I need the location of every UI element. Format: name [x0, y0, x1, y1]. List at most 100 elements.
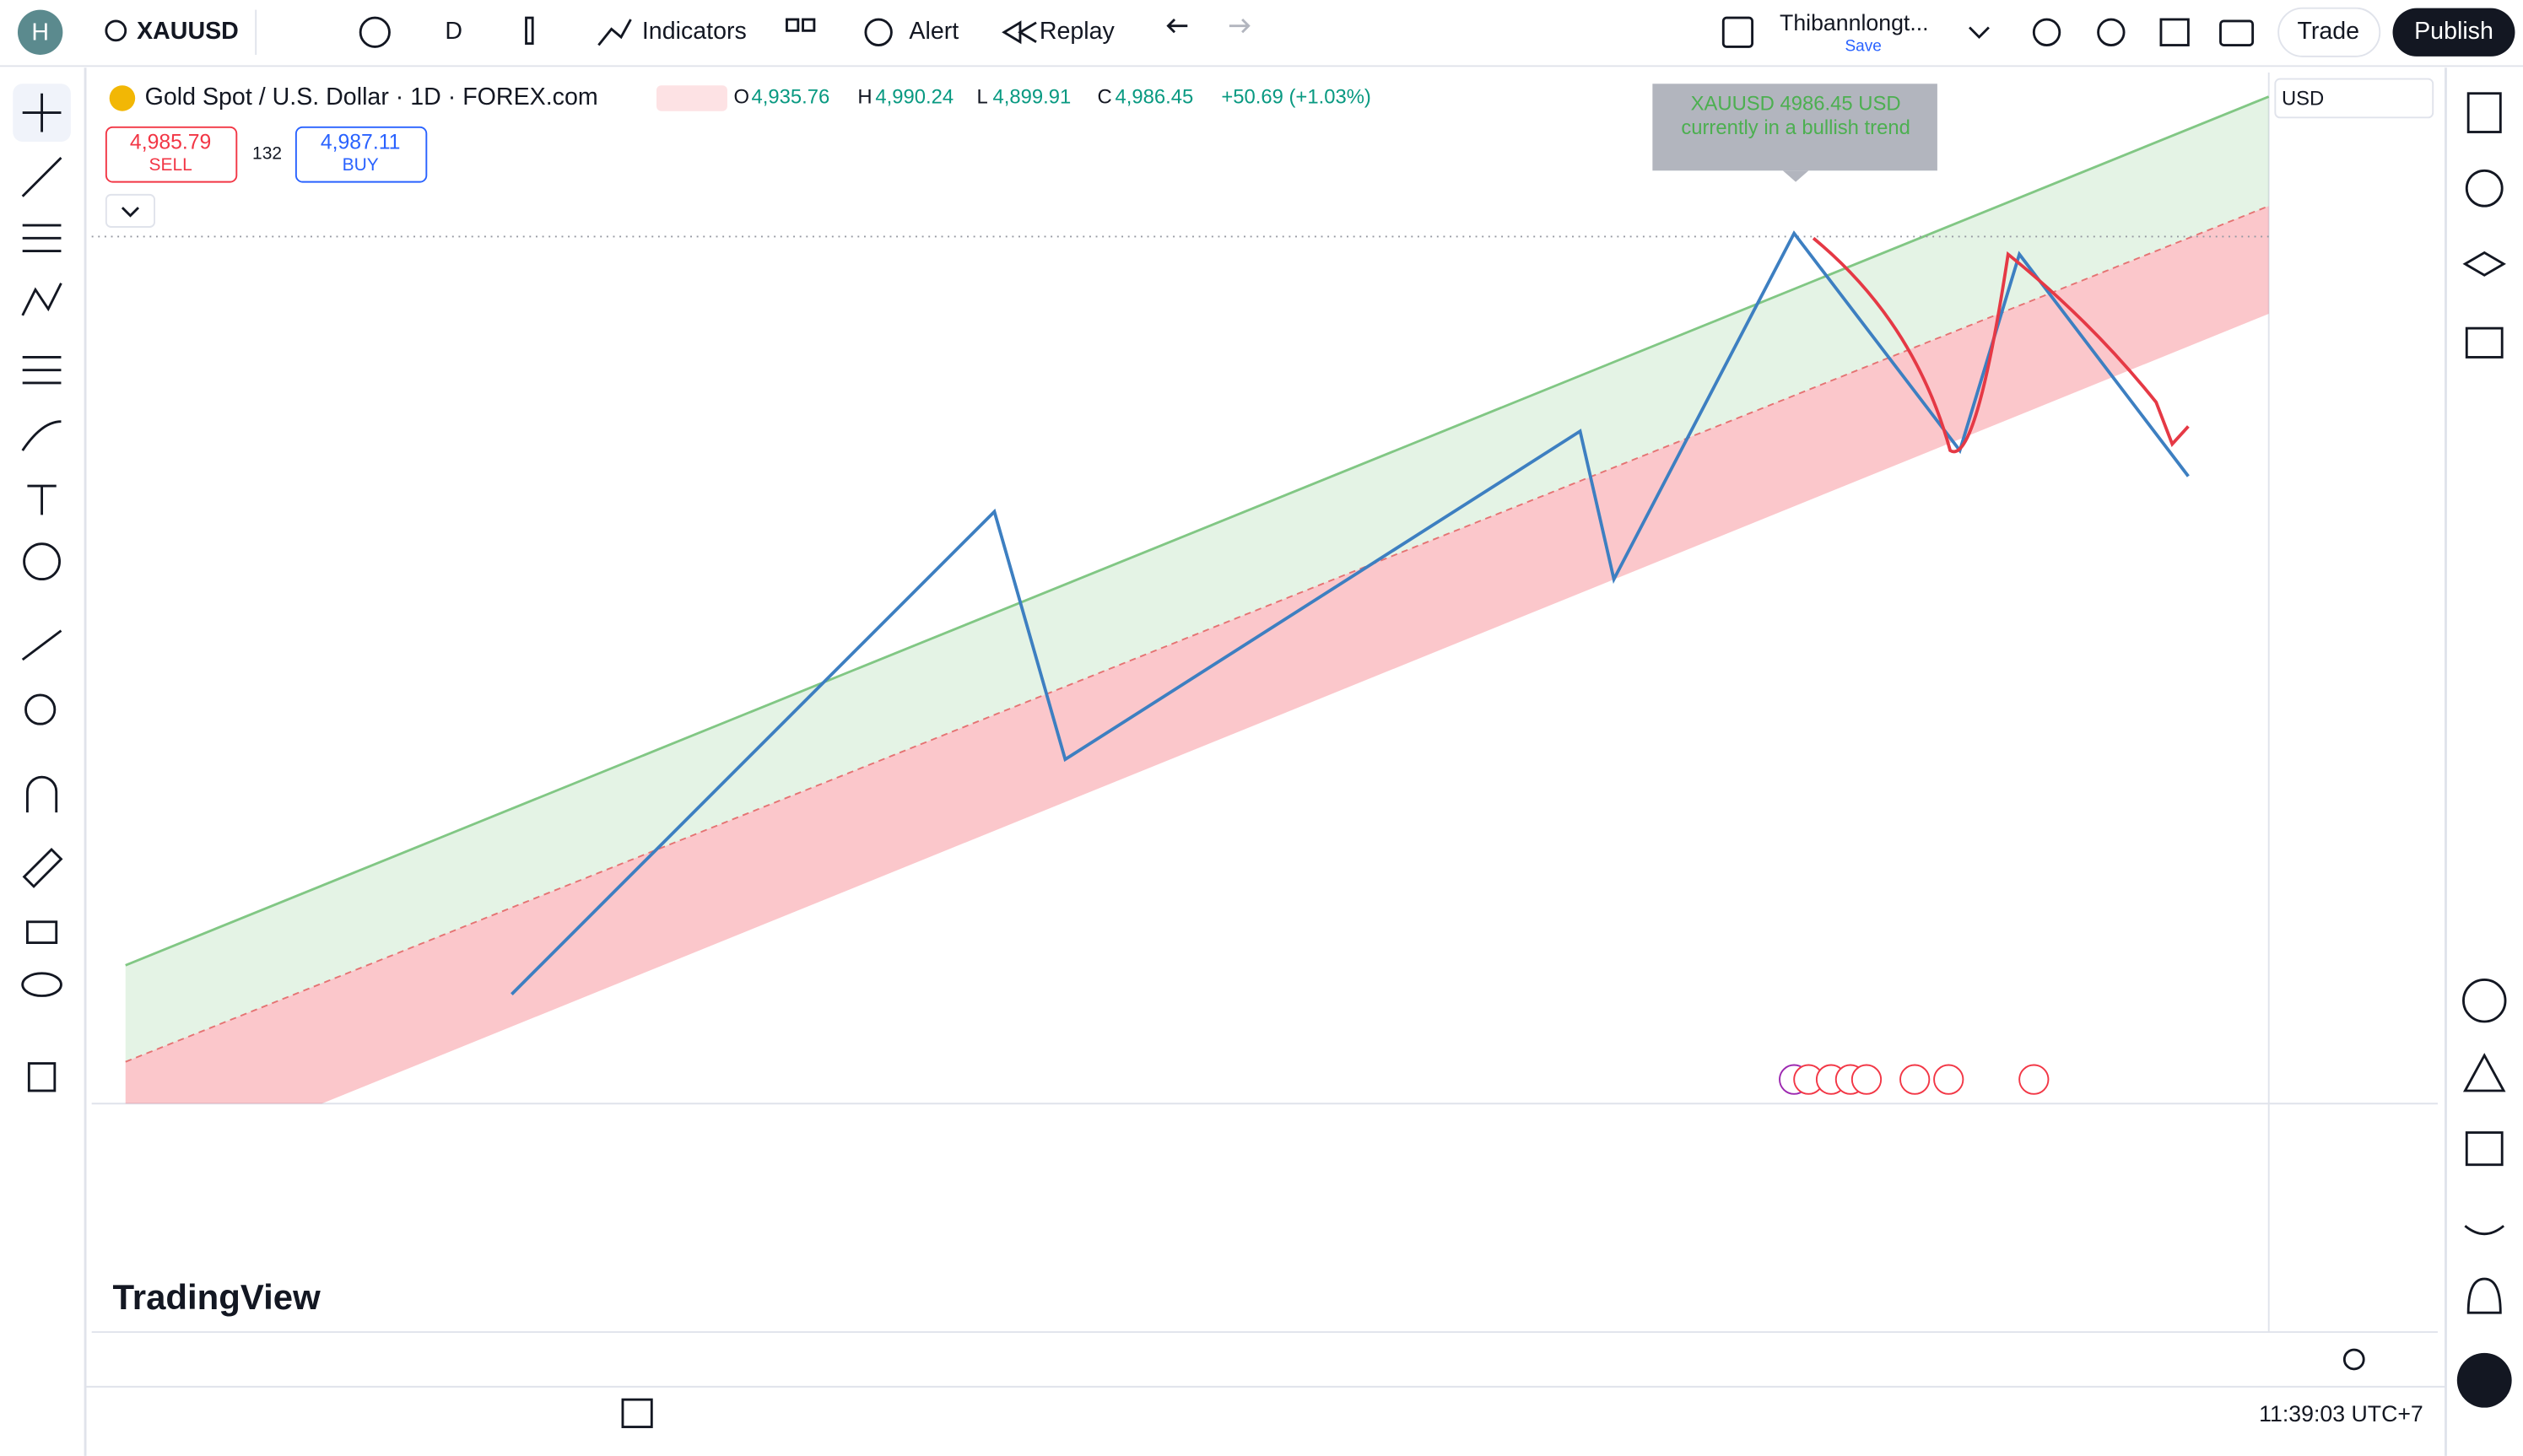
ohlc-value: 4,935.76: [752, 86, 830, 109]
ohlc-value: 4,990.24: [875, 86, 954, 109]
channel-top-line: [125, 95, 2270, 967]
undo[interactable]: [1166, 19, 1188, 34]
candle-icon[interactable]: [525, 16, 534, 46]
legend-toggle[interactable]: [105, 193, 156, 228]
axis-settings[interactable]: [2342, 1348, 2365, 1371]
tooltip-text: currently in a bullish trend: [1681, 116, 1910, 139]
crosshair-tool[interactable]: [22, 93, 62, 132]
add-symbol[interactable]: [359, 16, 391, 48]
channel-lower: [125, 206, 2269, 1104]
symbol[interactable]: XAUUSD: [137, 18, 239, 45]
dropdown[interactable]: [1969, 26, 1990, 40]
magnet-tool[interactable]: [25, 775, 58, 813]
trade-label: Trade: [2297, 18, 2359, 45]
event: [1899, 1064, 1931, 1095]
chat[interactable]: [2465, 326, 2504, 359]
sell-price: 4,985.79: [130, 131, 211, 154]
watermark: TradingView: [112, 1277, 321, 1317]
chevron: [121, 207, 140, 218]
ideas[interactable]: [2462, 1053, 2506, 1092]
quick-search[interactable]: [2032, 18, 2061, 46]
target[interactable]: [2462, 978, 2507, 1023]
elliott-wave: [511, 230, 2190, 995]
ohlc-value: 4,899.91: [993, 86, 1072, 109]
settings[interactable]: [2097, 18, 2126, 46]
ohlc-key: H: [857, 86, 872, 109]
buy-price: 4,987.11: [321, 131, 401, 154]
alert-icon: [864, 18, 893, 46]
layout-icon: [802, 18, 816, 32]
lock-tool[interactable]: [25, 920, 58, 944]
symbol-icon: [109, 85, 136, 111]
trash-tool[interactable]: [27, 1062, 57, 1092]
fullscreen[interactable]: [2159, 18, 2190, 46]
layers[interactable]: [2462, 251, 2506, 277]
signals[interactable]: [2464, 1225, 2505, 1236]
draw-mode[interactable]: [22, 847, 63, 888]
currency-select[interactable]: [2274, 78, 2434, 119]
emoji-tool[interactable]: [23, 542, 61, 581]
sell-label: SELL: [149, 155, 192, 175]
sell-button[interactable]: [105, 126, 238, 183]
visibility-tool[interactable]: [21, 972, 62, 997]
layout-checkbox[interactable]: [1721, 16, 1754, 48]
event: [1933, 1064, 1964, 1095]
search-icon: [105, 19, 127, 42]
tooltip-arrow: [1782, 170, 1809, 182]
status-badge: [656, 85, 727, 111]
clock: 11:39:03 UTC+7: [2259, 1401, 2423, 1426]
top-toolbar: H XAUUSD D Indicators Alert Replay Thiba…: [0, 7, 2523, 67]
event-icons: [1779, 1064, 2050, 1095]
snapshot[interactable]: [2219, 19, 2255, 46]
ohlc-change: +50.69 (+1.03%): [1221, 86, 1371, 109]
watchlist[interactable]: [2466, 92, 2502, 133]
alert-button[interactable]: Alert: [909, 18, 959, 45]
channel-tool[interactable]: [22, 224, 62, 253]
line-tool[interactable]: [21, 156, 62, 197]
zoom-tool[interactable]: [24, 693, 57, 725]
indicator-icon: [597, 19, 632, 46]
save-status: Save: [1845, 37, 1881, 55]
trade-button[interactable]: [2277, 7, 2381, 57]
ruler-tool[interactable]: [21, 629, 62, 661]
brush-tool[interactable]: [21, 420, 62, 451]
tooltip-box: [1652, 84, 1937, 171]
avatar-letter: H: [31, 19, 49, 46]
replay-button[interactable]: Replay: [1040, 18, 1116, 45]
layout-icon[interactable]: [786, 18, 800, 32]
layout-name[interactable]: Thibannlongt...: [1780, 10, 1929, 35]
symbol-title: Gold Spot / U.S. Dollar · 1D · FOREX.com: [145, 84, 598, 111]
alerts[interactable]: [2465, 169, 2504, 208]
calendar[interactable]: [2465, 1131, 2504, 1167]
indicators-button[interactable]: Indicators: [642, 18, 747, 45]
text-tool[interactable]: [27, 484, 57, 515]
avatar[interactable]: [17, 9, 63, 55]
apps[interactable]: [2456, 1352, 2512, 1408]
fib-tool[interactable]: [22, 356, 62, 385]
redo[interactable]: [1229, 19, 1251, 34]
legend: Gold Spot / U.S. Dollar · 1D · FOREX.com…: [105, 84, 1371, 228]
event: [1850, 1064, 1883, 1095]
interval[interactable]: D: [445, 18, 462, 45]
tooltip-text: XAUUSD 4986.45 USD: [1691, 92, 1901, 115]
pattern-tool[interactable]: [21, 283, 62, 316]
channel-upper: [125, 96, 2269, 1062]
publish-label: Publish: [2414, 18, 2493, 45]
buy-label: BUY: [343, 155, 379, 175]
right-sidebar: [2445, 67, 2512, 1456]
ohlc-key: C: [1097, 86, 1111, 109]
channel-mid-line: [125, 205, 2270, 1063]
forecast-path: [1812, 236, 2190, 454]
publish-button[interactable]: [2392, 8, 2515, 57]
left-toolbar: [13, 67, 87, 1456]
spread: 132: [252, 144, 282, 164]
notifications[interactable]: [2466, 1277, 2502, 1314]
ohlc-key: L: [976, 86, 987, 109]
goto-date[interactable]: [621, 1398, 653, 1428]
currency: USD: [2282, 88, 2324, 111]
buy-button[interactable]: [294, 126, 428, 183]
event: [2018, 1064, 2050, 1095]
